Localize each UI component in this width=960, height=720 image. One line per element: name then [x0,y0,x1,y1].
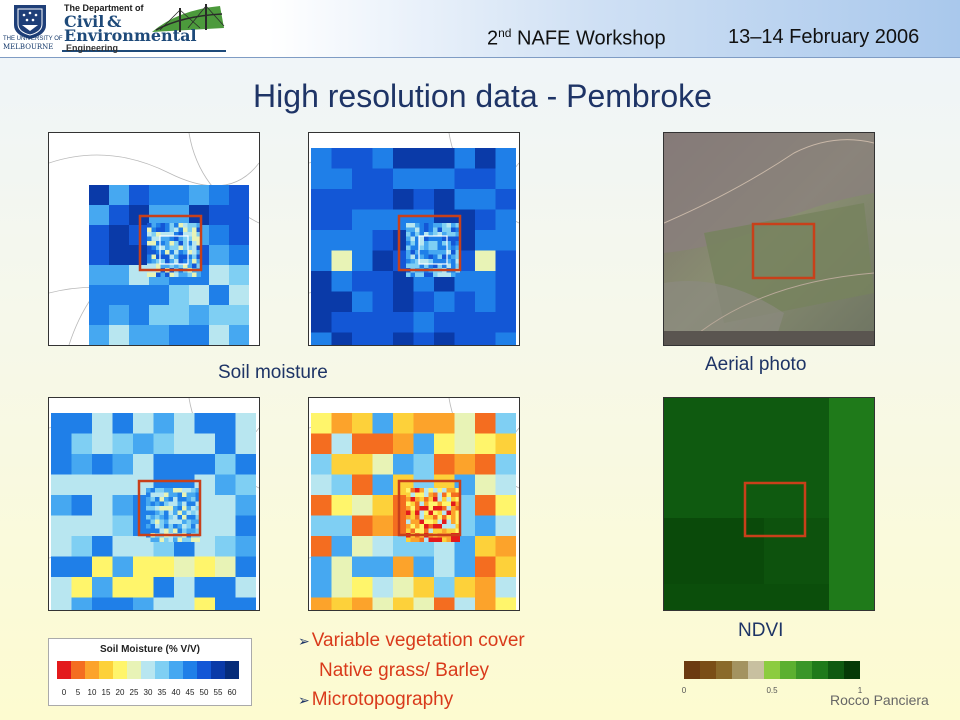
bullet-text-vegetation: Variable vegetation cover [311,630,525,651]
ndvi-legend-swatch [780,661,796,679]
soil-legend-swatch [99,661,113,679]
soil-legend-tick: 5 [76,688,81,697]
workshop-dates: 13–14 February 2006 [728,26,920,48]
soil-legend-tick: 45 [186,688,195,697]
ndvi-legend-swatch [748,661,764,679]
soil-legend-swatch [85,661,99,679]
ndvi-legend-swatch [700,661,716,679]
ndvi-legend: 0 0.5 1 [674,655,870,701]
bullet-item-vegetation: ➢ Variable vegetation cover [298,626,525,656]
soil-legend-tick: 30 [144,688,153,697]
department-civil: Civil [64,12,105,31]
department-logo [60,2,228,54]
soil-legend-tick: 40 [172,688,181,697]
soil-legend-tick: 15 [102,688,111,697]
soil-legend-swatch [113,661,127,679]
soil-moisture-map-3 [48,397,260,611]
arrow-bullet-icon: ➢ [298,692,310,708]
soil-legend-swatch [155,661,169,679]
soil-legend-tick: 25 [130,688,139,697]
university-name-line2: MELBOURNE [3,43,54,51]
ndvi-legend-tick: 0 [682,686,687,695]
soil-legend-tick: 55 [214,688,223,697]
soil-legend-swatch [169,661,183,679]
soil-legend-swatch [57,661,71,679]
page-title: High resolution data - Pembroke [253,78,712,114]
workshop-ordinal-suffix: nd [498,26,512,40]
ndvi-legend-swatch [812,661,828,679]
department-ampersand: & [107,12,122,31]
bullet-list: ➢ Variable vegetation cover Native grass/… [298,626,525,715]
soil-legend-swatch [127,661,141,679]
workshop-ordinal: 2 [487,27,499,50]
soil-moisture-map-2 [308,132,520,346]
bullet-item-microtopography: ➢ Microtopography [298,685,525,715]
soil-legend-tick: 10 [88,688,97,697]
aerial-photo-caption: Aerial photo [705,354,807,375]
university-crest-icon [14,5,46,39]
soil-moisture-map-1 [48,132,260,346]
bullet-text-grass: Native grass/ Barley [319,660,490,681]
university-name-line1: THE UNIVERSITY OF [3,36,63,42]
ndvi-legend-swatch [716,661,732,679]
workshop-label: NAFE Workshop [511,27,666,50]
department-engineering: Engineering [66,43,119,53]
department-title: The Department of [64,3,144,13]
soil-moisture-caption: Soil moisture [218,362,328,383]
soil-legend-tick: 35 [158,688,167,697]
soil-legend-swatch [141,661,155,679]
soil-legend-swatch [71,661,85,679]
ndvi-map [663,397,875,611]
ndvi-legend-swatch [796,661,812,679]
ndvi-legend-swatch [844,661,860,679]
ndvi-legend-tick: 1 [858,686,863,695]
soil-legend-tick: 0 [62,688,67,697]
ndvi-legend-tick: 0.5 [766,686,778,695]
soil-legend-swatch [211,661,225,679]
author-name: Rocco Panciera [830,692,929,708]
ndvi-legend-swatch [684,661,700,679]
department-environmental: Environmental [64,26,197,45]
soil-moisture-map-4 [308,397,520,611]
bullet-text-microtopography: Microtopography [311,689,454,710]
soil-moisture-legend-title: Soil Moisture (% V/V) [100,644,200,655]
soil-legend-swatch [225,661,239,679]
soil-legend-tick: 50 [200,688,209,697]
bullet-subitem-grass: Native grass/ Barley [298,656,525,685]
aerial-photo [663,132,875,346]
soil-legend-swatch [197,661,211,679]
bridge-landscape-icon [62,4,226,52]
arrow-bullet-icon: ➢ [298,633,310,649]
workshop-name: 2nd NAFE Workshop [487,26,666,51]
soil-moisture-legend: Soil Moisture (% V/V) 0 5 10 15 20 25 30 35 40 45… [48,638,252,706]
soil-legend-tick: 60 [228,688,237,697]
ndvi-legend-swatch [828,661,844,679]
ndvi-caption: NDVI [738,620,784,641]
soil-legend-swatch [183,661,197,679]
ndvi-legend-swatch [732,661,748,679]
header-divider [0,57,960,58]
ndvi-legend-swatch [764,661,780,679]
soil-legend-tick: 20 [116,688,125,697]
